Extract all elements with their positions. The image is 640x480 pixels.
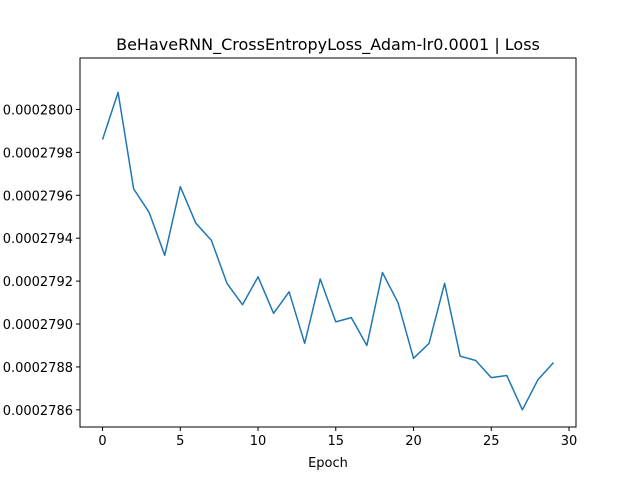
axes-background bbox=[80, 58, 576, 427]
x-axis: 0 5 10 15 20 25 30 bbox=[98, 427, 577, 449]
axes-frame bbox=[79, 57, 577, 428]
series-layer bbox=[101, 91, 555, 411]
x-tick-label: 20 bbox=[405, 434, 422, 449]
chart-title: BeHaveRNN_CrossEntropyLoss_Adam-lr0.0001… bbox=[116, 35, 540, 55]
y-tick-label: 0.0002788 bbox=[3, 361, 73, 376]
y-tick-label: 0.0002792 bbox=[3, 275, 73, 290]
y-tick-label: 0.0002798 bbox=[3, 146, 73, 161]
x-axis-label: Epoch bbox=[308, 456, 348, 471]
x-tick-label: 10 bbox=[250, 434, 267, 449]
y-tick-label: 0.0002800 bbox=[3, 103, 73, 118]
x-tick-label: 0 bbox=[98, 434, 106, 449]
y-tick-label: 0.0002794 bbox=[3, 232, 73, 247]
y-axis: 0.0002786 0.0002788 0.0002790 0.0002792 0.00… bbox=[3, 103, 80, 419]
y-tick-label: 0.0002796 bbox=[3, 189, 73, 204]
x-tick-label: 15 bbox=[328, 434, 345, 449]
x-tick-label: 25 bbox=[483, 434, 500, 449]
series-line-loss bbox=[101, 91, 555, 411]
y-tick-label: 0.0002790 bbox=[3, 318, 73, 333]
x-tick-label: 5 bbox=[176, 434, 184, 449]
x-tick-label: 30 bbox=[561, 434, 578, 449]
y-tick-label: 0.0002786 bbox=[3, 404, 73, 419]
plot-area bbox=[80, 58, 576, 427]
